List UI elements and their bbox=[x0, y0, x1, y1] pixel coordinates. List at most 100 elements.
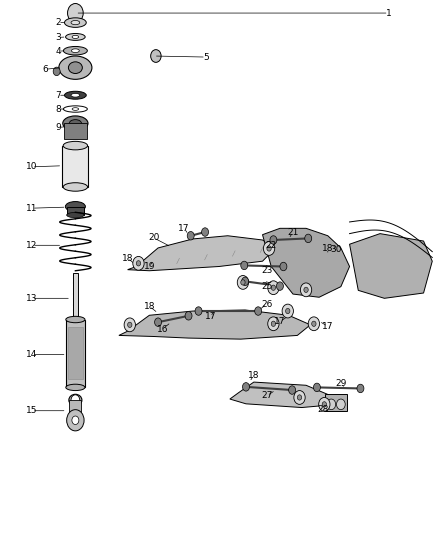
Text: 27: 27 bbox=[261, 391, 272, 400]
Circle shape bbox=[297, 395, 302, 400]
Text: 17: 17 bbox=[274, 317, 286, 326]
Text: 17: 17 bbox=[178, 224, 190, 233]
Circle shape bbox=[136, 261, 141, 266]
Ellipse shape bbox=[63, 116, 88, 131]
Text: 29: 29 bbox=[335, 378, 346, 387]
Text: 4: 4 bbox=[55, 47, 61, 56]
Circle shape bbox=[155, 318, 162, 326]
Text: 20: 20 bbox=[148, 233, 159, 243]
Text: 1: 1 bbox=[386, 9, 392, 18]
Text: 18: 18 bbox=[322, 244, 334, 253]
Text: 18: 18 bbox=[248, 370, 260, 379]
Ellipse shape bbox=[64, 91, 86, 99]
Circle shape bbox=[185, 312, 192, 320]
Text: 3: 3 bbox=[55, 33, 61, 42]
Polygon shape bbox=[262, 228, 350, 297]
Circle shape bbox=[237, 276, 249, 289]
Text: 2: 2 bbox=[55, 18, 61, 27]
Bar bbox=[67, 207, 84, 215]
Ellipse shape bbox=[63, 141, 88, 150]
Text: 16: 16 bbox=[157, 325, 168, 334]
Circle shape bbox=[241, 280, 245, 285]
Circle shape bbox=[286, 309, 290, 314]
Ellipse shape bbox=[66, 34, 85, 41]
Ellipse shape bbox=[63, 183, 88, 191]
Circle shape bbox=[151, 50, 161, 62]
Circle shape bbox=[294, 391, 305, 405]
Circle shape bbox=[270, 236, 277, 244]
Circle shape bbox=[254, 307, 261, 316]
Circle shape bbox=[280, 262, 287, 271]
Text: 13: 13 bbox=[26, 294, 38, 303]
Circle shape bbox=[300, 283, 312, 297]
Text: 17: 17 bbox=[205, 312, 216, 321]
Ellipse shape bbox=[67, 213, 84, 217]
Text: 25: 25 bbox=[261, 282, 272, 291]
Text: 5: 5 bbox=[203, 53, 209, 62]
Ellipse shape bbox=[64, 46, 87, 55]
Bar bbox=[73, 273, 78, 318]
Ellipse shape bbox=[71, 93, 80, 97]
Ellipse shape bbox=[64, 18, 86, 27]
Ellipse shape bbox=[69, 394, 82, 406]
Text: 23: 23 bbox=[261, 266, 272, 275]
Circle shape bbox=[336, 399, 345, 410]
Text: 18: 18 bbox=[144, 302, 155, 311]
Circle shape bbox=[304, 287, 308, 293]
Ellipse shape bbox=[71, 20, 80, 25]
Text: 6: 6 bbox=[42, 64, 48, 74]
Circle shape bbox=[268, 281, 279, 295]
Text: 17: 17 bbox=[322, 322, 334, 331]
Text: 12: 12 bbox=[26, 241, 38, 250]
Text: 22: 22 bbox=[265, 241, 277, 250]
Text: 30: 30 bbox=[331, 245, 342, 254]
Circle shape bbox=[263, 241, 275, 255]
Text: 18: 18 bbox=[122, 254, 133, 263]
Text: 9: 9 bbox=[55, 123, 61, 132]
Circle shape bbox=[308, 317, 320, 330]
Ellipse shape bbox=[69, 119, 81, 127]
Circle shape bbox=[322, 402, 326, 407]
Circle shape bbox=[72, 416, 79, 424]
Ellipse shape bbox=[66, 384, 85, 391]
Circle shape bbox=[282, 304, 293, 318]
Circle shape bbox=[327, 399, 336, 410]
Bar bbox=[64, 123, 87, 139]
Text: 7: 7 bbox=[55, 91, 61, 100]
Circle shape bbox=[133, 256, 144, 270]
Circle shape bbox=[187, 231, 194, 240]
Circle shape bbox=[271, 285, 276, 290]
Text: 21: 21 bbox=[287, 228, 299, 237]
Circle shape bbox=[305, 234, 312, 243]
Circle shape bbox=[71, 395, 80, 406]
Polygon shape bbox=[350, 233, 432, 298]
Circle shape bbox=[289, 386, 296, 394]
Text: 28: 28 bbox=[318, 405, 329, 414]
Circle shape bbox=[242, 277, 249, 286]
Bar bbox=[325, 394, 347, 411]
Text: 26: 26 bbox=[261, 300, 272, 309]
Text: 19: 19 bbox=[144, 262, 155, 271]
Polygon shape bbox=[127, 236, 276, 271]
Circle shape bbox=[243, 383, 250, 391]
Bar bbox=[62, 146, 88, 187]
Polygon shape bbox=[230, 382, 330, 408]
Text: 8: 8 bbox=[55, 104, 61, 114]
Circle shape bbox=[271, 321, 276, 326]
Circle shape bbox=[267, 246, 271, 251]
Circle shape bbox=[195, 307, 202, 316]
Text: 10: 10 bbox=[26, 163, 38, 171]
Ellipse shape bbox=[72, 108, 79, 110]
Circle shape bbox=[127, 322, 132, 327]
Circle shape bbox=[67, 410, 84, 431]
Polygon shape bbox=[119, 310, 311, 339]
Circle shape bbox=[67, 4, 83, 22]
Text: 14: 14 bbox=[26, 350, 38, 359]
Circle shape bbox=[201, 228, 208, 236]
Text: 11: 11 bbox=[26, 204, 38, 213]
Circle shape bbox=[314, 383, 321, 392]
Circle shape bbox=[312, 321, 316, 326]
Bar bbox=[66, 319, 85, 387]
Circle shape bbox=[124, 318, 135, 332]
Text: 15: 15 bbox=[26, 406, 38, 415]
